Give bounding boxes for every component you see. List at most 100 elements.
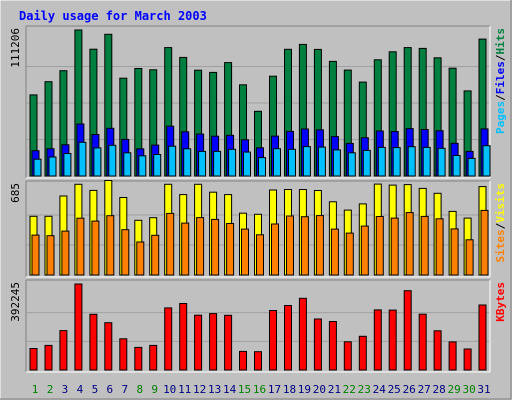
x-tick-label-23: 23 <box>358 383 371 396</box>
panel-1-max-label: 111206 <box>9 28 22 68</box>
bar-pages-day-20 <box>317 146 326 177</box>
bar-sites-day-2 <box>46 235 55 276</box>
bar-sites-day-1 <box>31 234 40 276</box>
panel-3-legend: KBytes <box>494 282 507 322</box>
x-tick-label-13: 13 <box>208 383 221 396</box>
bar-pages-day-3 <box>63 153 72 177</box>
bar-sites-day-23 <box>360 225 369 276</box>
chart-title: Daily usage for March 2003 <box>19 9 207 23</box>
panel-2: 685 Sites/Visits <box>9 180 507 278</box>
x-tick-label-3: 3 <box>62 383 69 396</box>
panel-1-legend: Pages/Files/Hits <box>494 28 507 134</box>
bar-kbytes-day-9 <box>149 344 158 371</box>
bar-sites-day-13 <box>211 218 220 276</box>
bar-sites-day-14 <box>226 223 235 276</box>
legend-hits: Hits <box>494 28 507 55</box>
x-tick-label-27: 27 <box>418 383 431 396</box>
bar-kbytes-day-27 <box>418 313 427 371</box>
bar-kbytes-day-16 <box>254 351 262 371</box>
x-tick-label-25: 25 <box>388 383 401 396</box>
bar-pages-day-8 <box>138 155 147 177</box>
panel-2-legend: Sites/Visits <box>494 183 507 263</box>
x-tick-label-10: 10 <box>163 383 176 396</box>
bar-sites-day-19 <box>300 216 309 276</box>
bar-pages-day-14 <box>228 148 237 177</box>
bar-pages-day-16 <box>258 157 266 177</box>
bar-sites-day-27 <box>420 215 429 276</box>
bar-pages-day-26 <box>407 146 416 177</box>
x-tick-label-28: 28 <box>432 383 445 396</box>
x-tick-label-18: 18 <box>283 383 296 396</box>
bar-pages-day-12 <box>198 150 207 177</box>
bar-sites-day-15 <box>241 228 249 276</box>
bar-kbytes-day-8 <box>134 346 143 371</box>
x-tick-label-2: 2 <box>47 383 54 396</box>
bar-sites-day-31 <box>480 209 489 276</box>
bar-pages-day-1 <box>33 158 42 177</box>
bar-pages-day-30 <box>467 157 476 177</box>
panel-3: 392245 KBytes <box>9 279 507 373</box>
bar-sites-day-8 <box>136 241 145 276</box>
bar-sites-day-10 <box>166 212 175 276</box>
legend-kbytes: KBytes <box>494 282 507 322</box>
bar-sites-day-4 <box>76 217 85 276</box>
bar-pages-day-24 <box>377 146 386 177</box>
bar-kbytes-day-29 <box>448 341 457 371</box>
x-tick-label-21: 21 <box>328 383 341 396</box>
x-tick-label-12: 12 <box>193 383 206 396</box>
x-tick-label-11: 11 <box>178 383 191 396</box>
bar-sites-day-9 <box>151 234 160 276</box>
x-tick-label-7: 7 <box>121 383 128 396</box>
bar-pages-day-4 <box>78 141 87 177</box>
bar-kbytes-day-17 <box>269 310 277 371</box>
bar-sites-day-5 <box>91 220 100 276</box>
bar-sites-day-25 <box>390 217 399 276</box>
x-tick-label-26: 26 <box>403 383 416 396</box>
bar-kbytes-day-15 <box>239 350 247 371</box>
bar-pages-day-19 <box>302 146 311 177</box>
bar-pages-day-5 <box>93 147 102 177</box>
bar-kbytes-day-11 <box>179 303 188 371</box>
bar-pages-day-27 <box>422 146 431 177</box>
bar-sites-day-12 <box>196 217 205 276</box>
bar-kbytes-day-18 <box>284 305 292 371</box>
bar-sites-day-7 <box>121 229 130 276</box>
bar-sites-day-30 <box>465 239 474 276</box>
bar-kbytes-day-10 <box>164 307 173 371</box>
x-tick-label-24: 24 <box>373 383 387 396</box>
bar-kbytes-day-5 <box>89 313 98 371</box>
bar-pages-day-13 <box>213 150 222 177</box>
bar-sites-day-3 <box>61 230 70 276</box>
x-tick-label-4: 4 <box>77 383 84 396</box>
bar-pages-day-29 <box>452 155 461 177</box>
x-tick-label-8: 8 <box>136 383 143 396</box>
bar-sites-day-18 <box>286 215 294 276</box>
panel-2-max-label: 685 <box>9 183 22 203</box>
bar-pages-day-22 <box>347 152 356 177</box>
x-tick-label-14: 14 <box>223 383 237 396</box>
bar-kbytes-day-23 <box>358 335 367 371</box>
x-tick-label-17: 17 <box>268 383 281 396</box>
x-tick-label-19: 19 <box>298 383 311 396</box>
bar-pages-day-21 <box>332 149 341 177</box>
bar-kbytes-day-28 <box>433 330 442 371</box>
legend-separator: / <box>494 94 507 101</box>
bar-kbytes-day-31 <box>478 304 487 371</box>
bar-kbytes-day-2 <box>44 344 53 371</box>
legend-sites: Sites <box>494 229 507 262</box>
bar-sites-day-24 <box>375 216 384 276</box>
bar-pages-day-25 <box>392 147 401 177</box>
legend-pages: Pages <box>494 101 507 134</box>
bar-kbytes-day-26 <box>403 290 412 371</box>
bar-pages-day-11 <box>183 148 192 177</box>
bar-sites-day-17 <box>271 223 279 276</box>
bar-pages-day-7 <box>123 152 132 177</box>
x-tick-label-31: 31 <box>477 383 490 396</box>
x-tick-label-16: 16 <box>253 383 266 396</box>
bar-pages-day-2 <box>48 156 57 177</box>
bar-pages-day-6 <box>108 144 117 177</box>
x-tick-label-20: 20 <box>313 383 326 396</box>
bar-pages-day-18 <box>288 148 296 177</box>
bar-kbytes-day-19 <box>298 297 307 371</box>
